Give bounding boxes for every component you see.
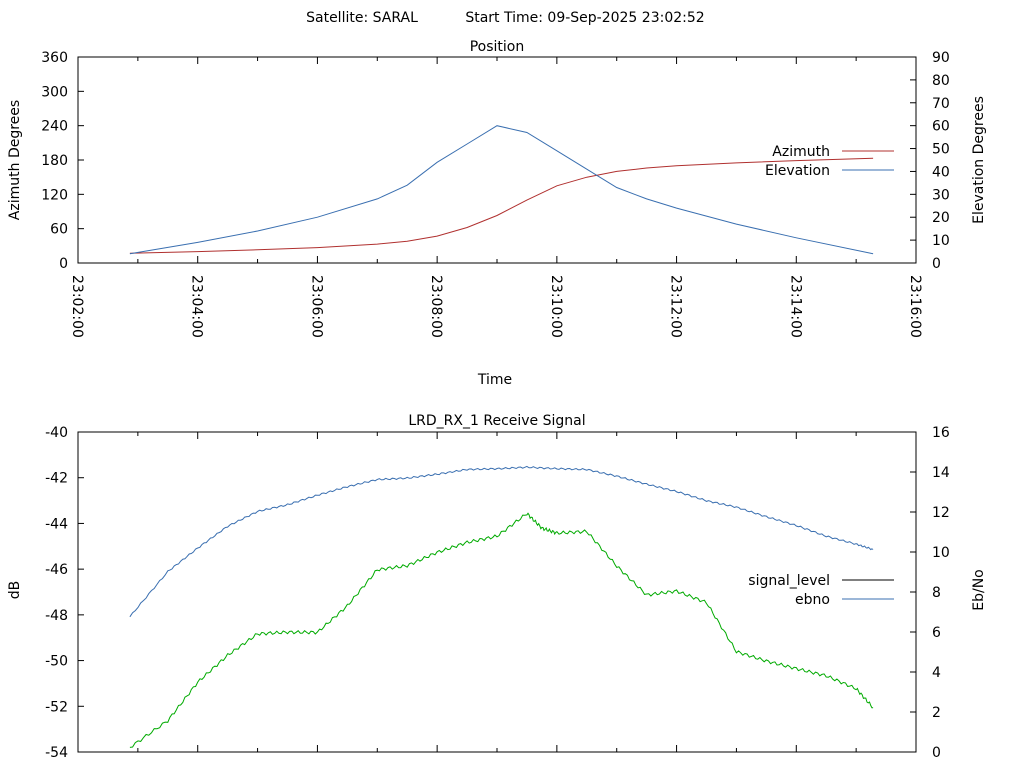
series-line-ebno xyxy=(129,465,874,618)
signal-chart-title: LRD_RX_1 Receive Signal xyxy=(408,413,585,429)
signal-plot-frame xyxy=(77,431,917,753)
y-tick-label: -40 xyxy=(45,425,68,441)
position-y2-axis-label: Elevation Degrees xyxy=(971,96,987,224)
y2-tick-label: 8 xyxy=(932,585,941,601)
y-tick-label: -48 xyxy=(45,608,68,624)
y-tick-label: -44 xyxy=(45,516,68,532)
y2-tick-label: 10 xyxy=(932,545,950,561)
y-tick-label: -50 xyxy=(45,654,68,670)
y2-tick-label: 0 xyxy=(932,745,941,761)
x-tick-label: 23:10:00 xyxy=(548,275,564,338)
x-tick-label: 23:04:00 xyxy=(189,275,205,338)
y-tick-label: 360 xyxy=(41,50,68,66)
legend-label-azimuth: Azimuth xyxy=(772,144,830,160)
y-tick-label: 0 xyxy=(59,256,68,272)
satellite-label: Satellite: SARAL xyxy=(306,10,418,26)
legend-label-ebno: ebno xyxy=(795,592,830,608)
y2-tick-label: 80 xyxy=(932,73,950,89)
y2-tick-label: 30 xyxy=(932,187,950,203)
y2-tick-label: 2 xyxy=(932,705,941,721)
y-tick-label: -54 xyxy=(45,745,68,761)
x-tick-label: 23:12:00 xyxy=(668,275,684,338)
y2-tick-label: 4 xyxy=(932,665,941,681)
x-tick-label: 23:08:00 xyxy=(428,275,444,338)
y-tick-label: 120 xyxy=(41,187,68,203)
start-time-label: Start Time: 09-Sep-2025 23:02:52 xyxy=(465,10,704,26)
signal-y-axis-label: dB xyxy=(7,581,23,600)
y2-tick-label: 60 xyxy=(932,119,950,135)
series-line-azimuth xyxy=(129,157,874,254)
position-plot-frame xyxy=(77,56,917,264)
x-tick-label: 23:02:00 xyxy=(69,275,85,338)
y2-tick-label: 70 xyxy=(932,96,950,112)
y-tick-label: -42 xyxy=(45,471,68,487)
position-chart-title: Position xyxy=(470,39,525,55)
signal-legend: signal_level ebno xyxy=(748,573,894,608)
position-legend: Azimuth Elevation xyxy=(765,144,894,179)
y2-tick-label: 50 xyxy=(932,142,950,158)
y2-tick-label: 40 xyxy=(932,164,950,180)
signal-y2-axis-label: Eb/No xyxy=(971,569,987,611)
legend-label-elevation: Elevation xyxy=(765,163,830,179)
y2-tick-label: 20 xyxy=(932,210,950,226)
position-x-axis-label: Time xyxy=(477,372,512,388)
signal-chart: LRD_RX_1 Receive Signal -40 -42 -44 -46 -48 -… xyxy=(7,413,987,761)
y2-tick-label: 14 xyxy=(932,465,950,481)
y-tick-label: 60 xyxy=(50,222,68,238)
x-tick-label: 23:16:00 xyxy=(907,275,923,338)
position-y-axis-label: Azimuth Degrees xyxy=(7,100,23,220)
y2-tick-label: 10 xyxy=(932,233,950,249)
y2-tick-label: 16 xyxy=(932,425,950,441)
y-tick-label: -52 xyxy=(45,699,68,715)
series-line-elevation xyxy=(129,125,874,255)
position-chart: Position 0 60 120 180 240 300 360 0 10 20 30 40 50 60… xyxy=(7,39,987,388)
legend-label-signal-level: signal_level xyxy=(748,573,830,589)
y-tick-label: 180 xyxy=(41,153,68,169)
y2-tick-label: 12 xyxy=(932,505,950,521)
x-tick-label: 23:06:00 xyxy=(308,275,324,338)
series-line-signal-level xyxy=(129,512,874,748)
y-tick-label: 240 xyxy=(41,119,68,135)
y2-tick-label: 6 xyxy=(932,625,941,641)
y2-tick-label: 90 xyxy=(932,50,950,66)
x-tick-label: 23:14:00 xyxy=(787,275,803,338)
y-tick-label: 300 xyxy=(41,84,68,100)
y-tick-label: -46 xyxy=(45,562,68,578)
y2-tick-label: 0 xyxy=(932,256,941,272)
